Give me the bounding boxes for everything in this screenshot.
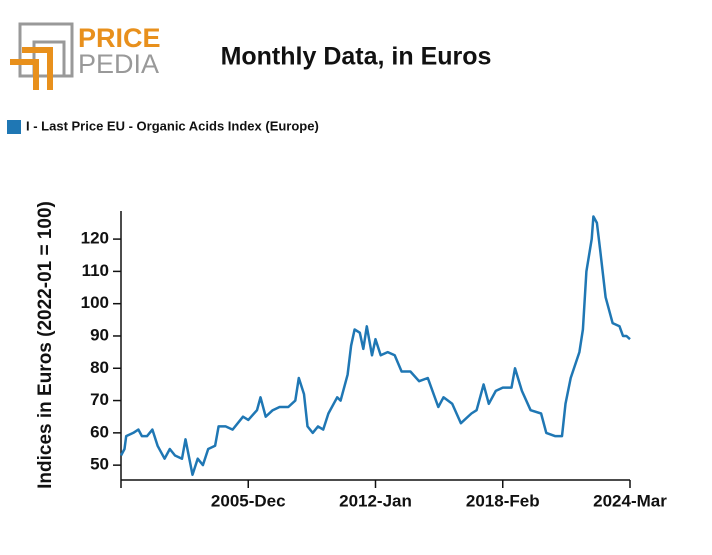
chart-title: Monthly Data, in Euros	[221, 43, 492, 71]
y-tick-label: 90	[90, 325, 109, 344]
x-tick-label: 2018-Feb	[466, 491, 540, 510]
logo-text: PEDIA	[78, 49, 159, 79]
x-tick-label: 2024-Mar	[593, 491, 667, 510]
logo: PRICE PEDIA	[10, 22, 161, 90]
y-tick-label: 120	[81, 229, 109, 248]
x-tick-label: 2012-Jan	[339, 491, 412, 510]
logo-text: PRICE	[78, 23, 161, 53]
line	[119, 215, 631, 477]
legend-swatch	[7, 120, 21, 134]
y-tick-label: 70	[90, 390, 109, 409]
y-tick-label: 80	[90, 358, 109, 377]
y-tick-label: 100	[81, 293, 109, 312]
y-axis-label: Indices in Euros (2022-01 = 100)	[35, 201, 56, 489]
y-tick-label: 60	[90, 422, 109, 441]
y-tick-label: 50	[90, 455, 109, 474]
y-tick-label: 110	[82, 261, 109, 280]
x-tick-label: 2005-Dec	[211, 491, 286, 510]
legend-label: I - Last Price EU - Organic Acids Index …	[26, 118, 319, 133]
